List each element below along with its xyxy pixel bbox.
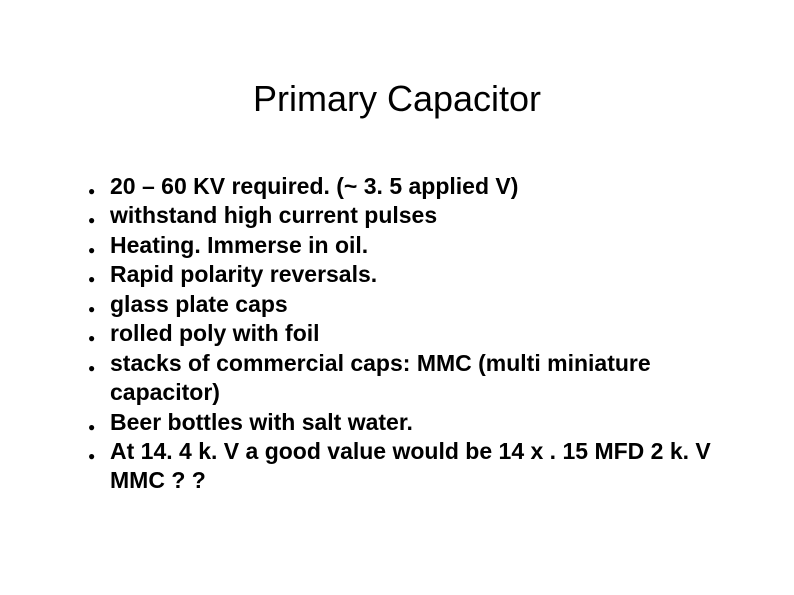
bullet-text: stacks of commercial caps: MMC (multi mi… (110, 349, 746, 408)
bullet-icon: ● (88, 349, 110, 376)
list-item: ● rolled poly with foil (110, 319, 746, 348)
list-item: ● At 14. 4 k. V a good value would be 14… (110, 437, 746, 496)
bullet-icon: ● (88, 437, 110, 464)
bullet-text: Heating. Immerse in oil. (110, 231, 368, 260)
bullet-icon: ● (88, 408, 110, 435)
bullet-icon: ● (88, 172, 110, 199)
list-item: ● Beer bottles with salt water. (110, 408, 746, 437)
bullet-icon: ● (88, 319, 110, 346)
bullet-icon: ● (88, 290, 110, 317)
list-item: ● withstand high current pulses (110, 201, 746, 230)
bullet-text: withstand high current pulses (110, 201, 437, 230)
slide-title: Primary Capacitor (0, 78, 794, 120)
bullet-list: ● 20 – 60 KV required. (~ 3. 5 applied V… (0, 172, 794, 496)
bullet-icon: ● (88, 260, 110, 287)
bullet-text: Rapid polarity reversals. (110, 260, 377, 289)
slide: Primary Capacitor ● 20 – 60 KV required.… (0, 0, 794, 595)
bullet-text: At 14. 4 k. V a good value would be 14 x… (110, 437, 746, 496)
list-item: ● 20 – 60 KV required. (~ 3. 5 applied V… (110, 172, 746, 201)
bullet-text: Beer bottles with salt water. (110, 408, 413, 437)
list-item: ● Rapid polarity reversals. (110, 260, 746, 289)
list-item: ● stacks of commercial caps: MMC (multi … (110, 349, 746, 408)
list-item: ● Heating. Immerse in oil. (110, 231, 746, 260)
bullet-text: rolled poly with foil (110, 319, 320, 348)
bullet-text: glass plate caps (110, 290, 288, 319)
bullet-icon: ● (88, 201, 110, 228)
list-item: ● glass plate caps (110, 290, 746, 319)
bullet-icon: ● (88, 231, 110, 258)
bullet-text: 20 – 60 KV required. (~ 3. 5 applied V) (110, 172, 518, 201)
